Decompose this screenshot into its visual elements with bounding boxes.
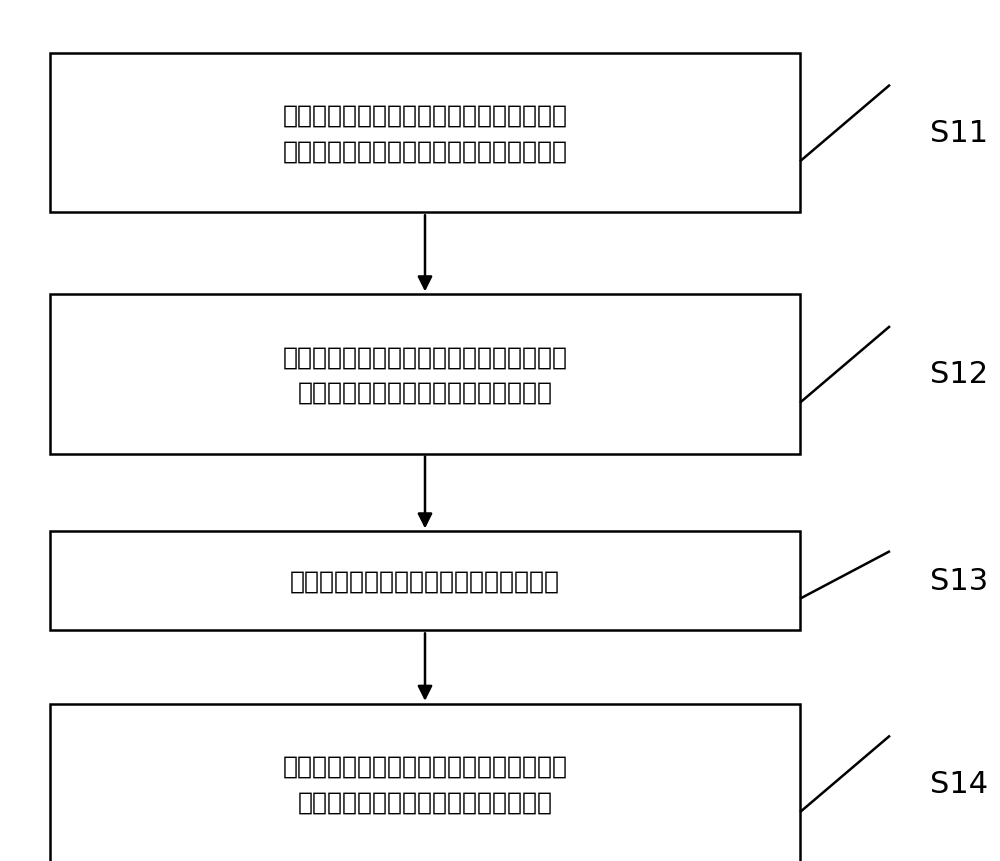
Text: 基于输入真值列表中的第一组输入真值，对
网表所描述的逻辑电路的输入端口进行赋值: 基于输入真值列表中的第一组输入真值，对 网表所描述的逻辑电路的输入端口进行赋值 [283, 104, 568, 163]
Text: 判断所述输出端口是否有电平值计算得出: 判断所述输出端口是否有电平值计算得出 [290, 569, 560, 593]
Text: S13: S13 [930, 567, 988, 596]
Text: S14: S14 [930, 769, 988, 798]
Text: S11: S11 [930, 119, 988, 148]
Bar [50, 704, 800, 861]
Text: 将计算得出的所述输出端口的电平值，作为
所述第一组输入真值相对应的输出真值: 将计算得出的所述输出端口的电平值，作为 所述第一组输入真值相对应的输出真值 [283, 754, 568, 813]
Text: S12: S12 [930, 360, 988, 389]
Bar [50, 531, 800, 630]
Bar [50, 53, 800, 214]
Text: 基于对所述输入端口的赋值，计算所述网表
所描述的逻辑电路的输出端口的电平值: 基于对所述输入端口的赋值，计算所述网表 所描述的逻辑电路的输出端口的电平值 [283, 345, 568, 404]
Bar [50, 294, 800, 455]
